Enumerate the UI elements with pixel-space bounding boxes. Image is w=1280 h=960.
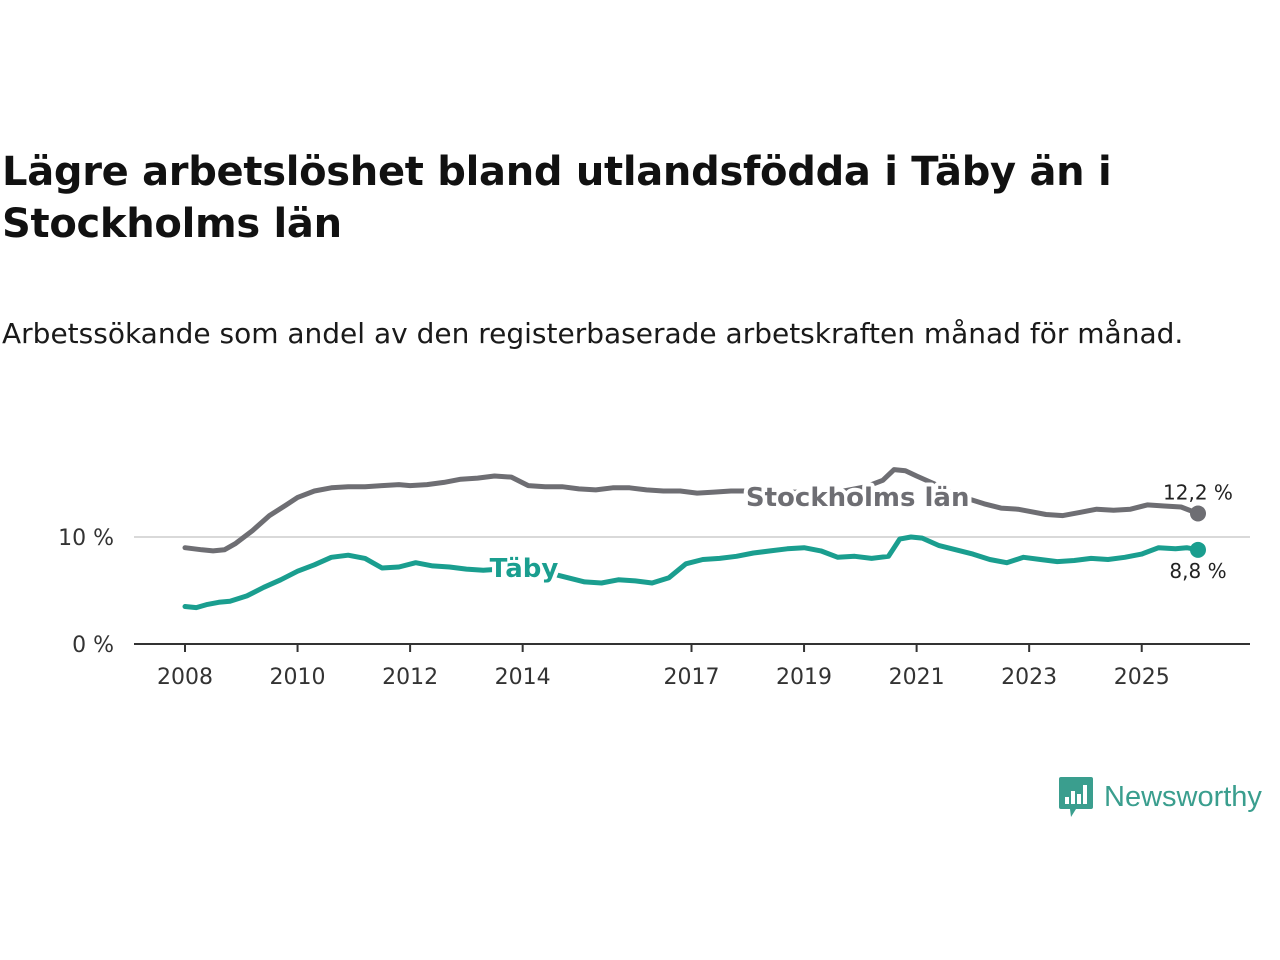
- x-tick-label: 2021: [889, 665, 945, 690]
- y-tick-label: 10 %: [58, 526, 114, 551]
- series-name-label: Stockholms län: [746, 483, 970, 513]
- series-end-label: 12,2 %: [1163, 480, 1233, 504]
- newsworthy-logo: Newsworthy: [1058, 774, 1262, 820]
- y-tick-label: 0 %: [72, 633, 114, 658]
- x-tick-label: 2023: [1001, 665, 1057, 690]
- x-tick-label: 2025: [1114, 665, 1170, 690]
- series-name-label: Täby: [490, 554, 559, 584]
- chart-title: Lägre arbetslöshet bland utlandsfödda i …: [2, 149, 1112, 247]
- series-end-label: 8,8 %: [1169, 559, 1226, 583]
- x-tick-label: 2008: [157, 665, 213, 690]
- x-tick-label: 2019: [776, 665, 832, 690]
- axes: 0 % 10 % 2008 2010 2012 2014 2017 2019 2021 2023 2…: [58, 526, 1250, 690]
- chart-subtitle: Arbetssökande som andel av den registerb…: [2, 317, 1184, 350]
- labels: 12,2 % 8,8 % Stockholms län Täby: [486, 479, 1233, 588]
- x-tick-label: 2010: [270, 665, 326, 690]
- series-lines: [182, 467, 1206, 611]
- series-line: [182, 534, 1201, 611]
- series-end-point: [1190, 541, 1206, 558]
- bar-chart-speech-bubble-icon: [1059, 777, 1093, 817]
- series-line: [182, 467, 1201, 554]
- x-tick-label: 2017: [664, 665, 720, 690]
- x-tick-label: 2012: [382, 665, 438, 690]
- x-tick-label: 2014: [495, 665, 551, 690]
- brand-name: Newsworthy: [1104, 780, 1262, 813]
- series-end-point: [1190, 505, 1206, 522]
